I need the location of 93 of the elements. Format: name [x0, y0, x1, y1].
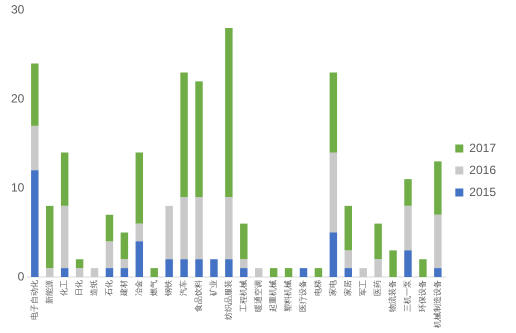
bar [165, 259, 173, 277]
bar [150, 268, 158, 277]
bar [195, 196, 203, 260]
bar [344, 268, 352, 277]
bar [60, 152, 68, 206]
bar [180, 72, 188, 197]
bar [120, 268, 128, 277]
bar [314, 268, 322, 277]
legend-label: 2015 [469, 184, 496, 199]
bar [195, 81, 203, 197]
x-tick-label: 新能源 [44, 280, 54, 304]
bar [225, 259, 233, 277]
bar [374, 224, 382, 260]
x-tick-label: 起重机械 [268, 280, 278, 312]
x-tick-label: 化工 [60, 280, 69, 296]
x-tick-label: 塑料机械 [284, 280, 293, 312]
bar [136, 224, 144, 242]
bar [330, 72, 338, 152]
legend-label: 2017 [469, 140, 496, 155]
bar [284, 268, 292, 277]
x-tick-label: 汽车 [179, 280, 188, 296]
bar [120, 232, 128, 260]
x-tick-label: 环保设备 [418, 280, 427, 312]
x-tick-label: 家居 [343, 280, 352, 296]
bar [106, 241, 114, 268]
x-tick-label: 食品饮料 [194, 280, 204, 312]
bar [136, 152, 144, 224]
bar [76, 259, 84, 268]
bar [180, 196, 188, 260]
bar [330, 152, 338, 233]
x-tick-label: 军工 [358, 280, 368, 296]
x-tick-label: 冶金 [134, 280, 144, 296]
x-tick-label: 医药 [373, 280, 382, 296]
bar [330, 232, 338, 277]
bar [76, 268, 84, 277]
y-tick-label: 0 [18, 269, 25, 284]
x-tick-label: 造纸 [90, 280, 99, 296]
bar [434, 214, 442, 268]
x-tick-label: 机械制造设备 [432, 280, 442, 328]
x-tick-label: 石化 [104, 280, 114, 296]
bar [46, 268, 54, 277]
bar [210, 259, 218, 277]
x-tick-label: 钢铁 [164, 280, 174, 297]
x-tick-label: 日化 [74, 280, 84, 296]
bar [120, 259, 128, 268]
bar [434, 161, 442, 215]
bar [136, 241, 144, 277]
x-tick-label: 工程机械 [238, 280, 248, 312]
bar [180, 259, 188, 277]
x-tick-label: 物流装备 [388, 280, 398, 312]
bar [106, 214, 114, 242]
bar [60, 268, 68, 277]
bar [240, 268, 248, 277]
bar [300, 268, 308, 277]
bar [270, 268, 278, 277]
x-tick-label: 建材 [119, 280, 128, 297]
bar [389, 250, 397, 277]
x-tick-label: 医疗设备 [298, 280, 308, 312]
bar [90, 268, 98, 277]
bar [254, 268, 262, 277]
bar [106, 268, 114, 277]
x-tick-label: 三机一泵 [403, 280, 412, 312]
x-tick-label: 电梯 [314, 280, 323, 296]
y-tick-label: 10 [10, 180, 25, 194]
bar [31, 126, 39, 170]
y-tick-label: 20 [10, 91, 25, 106]
x-tick-label: 家电 [328, 280, 338, 296]
bar [225, 28, 233, 197]
bar [31, 64, 39, 126]
bar [195, 259, 203, 277]
bar [46, 206, 54, 268]
bar [225, 196, 233, 260]
y-tick-label: 30 [10, 2, 25, 17]
legend-label: 2016 [469, 162, 496, 177]
bar [60, 206, 68, 268]
bar [404, 206, 412, 250]
bar [344, 250, 352, 268]
bar [165, 206, 173, 260]
x-tick-label: 暖通空调 [254, 280, 263, 312]
bar [404, 179, 412, 206]
bar [419, 259, 427, 277]
x-tick-label: 纺织品服装 [224, 280, 233, 320]
bar [374, 259, 382, 277]
bar [344, 206, 352, 250]
x-tick-label: 矿业 [209, 280, 218, 297]
bar [434, 268, 442, 277]
bar [240, 224, 248, 260]
bar [359, 268, 367, 277]
bar [31, 170, 39, 277]
bar [240, 259, 248, 268]
x-tick-label: 燃气 [149, 280, 158, 296]
x-tick-label: 电子自动化 [30, 280, 39, 320]
bar [404, 250, 412, 277]
